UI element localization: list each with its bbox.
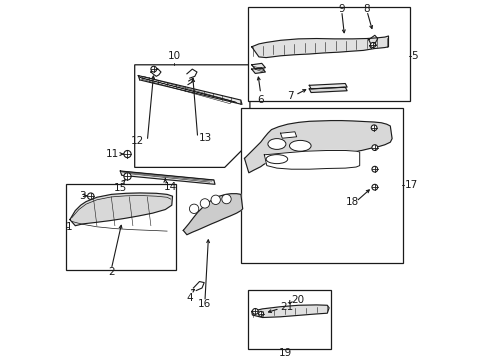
Text: 7: 7 [287,91,294,101]
Text: 6: 6 [257,95,264,105]
Bar [247,290,330,349]
Text: 20: 20 [291,294,304,305]
Polygon shape [244,121,391,173]
Text: 10: 10 [167,51,181,61]
Text: 1: 1 [65,222,72,232]
Text: 9: 9 [338,4,345,14]
Circle shape [222,194,231,204]
Polygon shape [369,42,375,49]
Polygon shape [280,132,296,138]
Polygon shape [264,150,359,169]
Polygon shape [120,171,215,184]
Polygon shape [309,84,346,89]
Polygon shape [134,65,249,167]
Text: 4: 4 [186,293,193,303]
Text: 14: 14 [164,182,177,192]
Text: 11: 11 [106,149,119,159]
Circle shape [252,309,258,314]
Text: 16: 16 [198,299,211,309]
Polygon shape [251,68,265,73]
Text: 3: 3 [79,191,85,201]
Polygon shape [251,63,265,69]
Circle shape [200,199,209,208]
Text: 12: 12 [131,136,144,146]
Ellipse shape [289,140,310,151]
Text: 2: 2 [108,267,114,277]
Circle shape [189,204,199,213]
Text: 17: 17 [404,180,417,190]
Circle shape [370,125,376,131]
Polygon shape [309,87,346,93]
Polygon shape [70,193,172,226]
Text: 5: 5 [410,51,417,61]
Circle shape [371,184,377,190]
Polygon shape [183,194,242,235]
Polygon shape [251,36,387,58]
Circle shape [371,145,377,150]
Circle shape [123,150,131,158]
Text: 19: 19 [279,348,292,358]
Text: 8: 8 [363,4,369,14]
Text: 21: 21 [280,302,293,312]
Ellipse shape [265,155,287,163]
Circle shape [151,66,156,72]
Circle shape [370,42,375,48]
Text: 18: 18 [345,197,358,207]
Circle shape [371,166,377,172]
Bar [247,7,409,101]
Circle shape [87,193,94,199]
Bar [241,108,402,263]
Ellipse shape [267,139,285,149]
Circle shape [123,173,131,180]
Text: 15: 15 [113,183,127,193]
Circle shape [258,311,263,316]
Bar [66,184,176,270]
Polygon shape [138,76,242,104]
Text: 13: 13 [198,133,211,143]
Circle shape [211,195,220,204]
Polygon shape [251,305,328,318]
